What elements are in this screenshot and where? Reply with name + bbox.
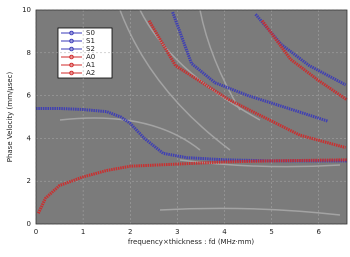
y-tick-label: 4	[27, 134, 32, 142]
legend-marker	[69, 38, 74, 44]
legend-label: A1	[86, 61, 95, 69]
x-tick-label: 6	[316, 228, 321, 236]
y-tick-label: 2	[27, 177, 31, 185]
x-axis-label: frequency×thickness : fd (MHz·mm)	[128, 238, 255, 246]
y-axis-label: Phase Velocity (mm/μsec)	[6, 71, 14, 162]
legend-label: S1	[86, 37, 95, 45]
x-tick-label: 2	[128, 228, 132, 236]
legend-label: S2	[86, 45, 95, 53]
series-line	[36, 158, 348, 214]
legend-marker	[69, 54, 74, 60]
x-tick-label: 5	[269, 228, 273, 236]
y-tick-label: 10	[22, 6, 31, 14]
legend-label: S0	[86, 29, 95, 37]
x-tick-label: 0	[34, 228, 38, 236]
plot-frame	[35, 9, 348, 225]
legend-marker	[69, 70, 74, 76]
background-streaks	[59, 9, 341, 216]
x-tick-label: 4	[222, 228, 227, 236]
y-tick-label: 8	[27, 49, 31, 57]
legend-marker	[69, 30, 74, 36]
legend-label: A2	[86, 69, 95, 77]
legend-label: A0	[86, 53, 95, 61]
series-line	[171, 11, 329, 123]
series-line	[147, 19, 346, 150]
y-tick-label: 6	[27, 92, 32, 100]
y-tick-label: 0	[27, 220, 31, 228]
legend-marker	[69, 46, 74, 52]
series-line	[260, 19, 348, 102]
x-tick-label: 1	[81, 228, 85, 236]
legend-marker	[69, 62, 74, 68]
x-tick-label: 3	[175, 228, 179, 236]
